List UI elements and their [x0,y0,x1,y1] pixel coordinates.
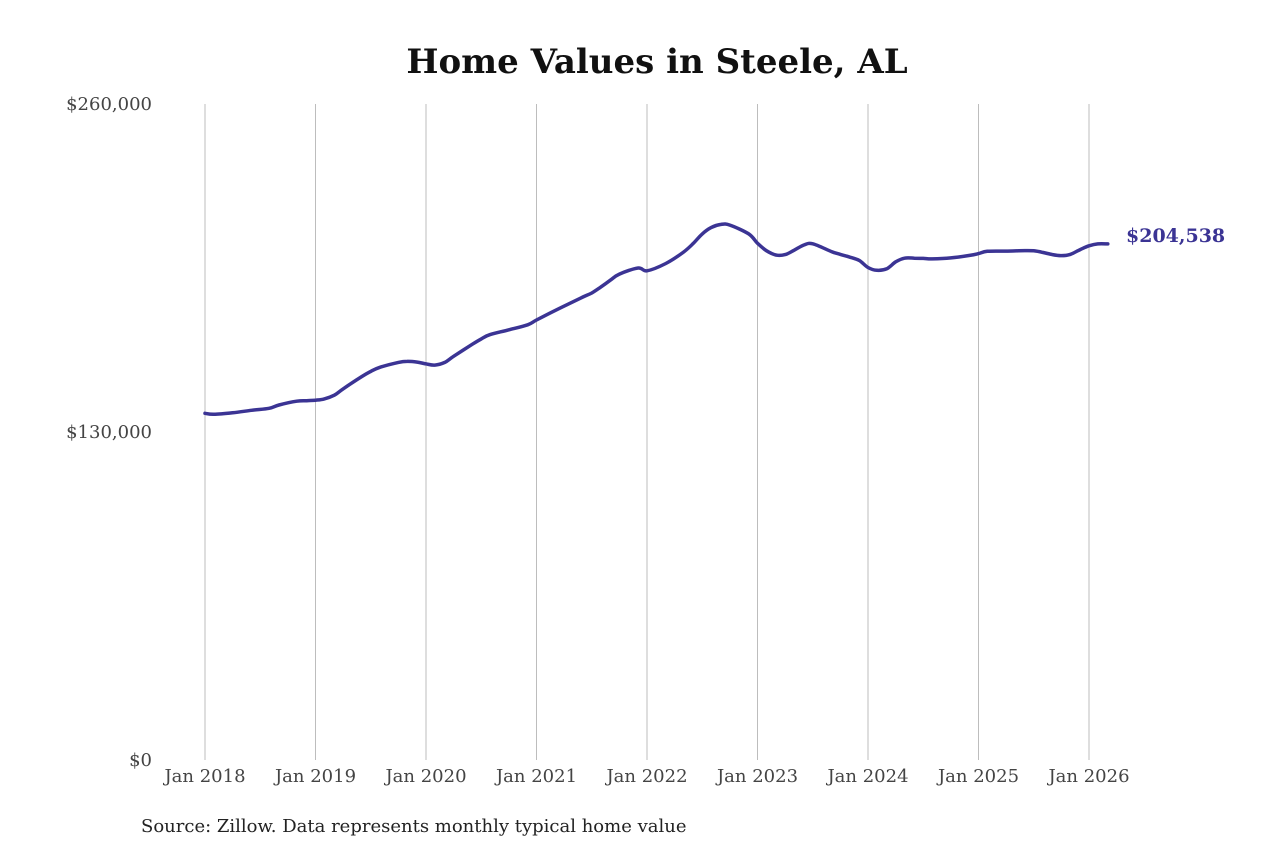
home-value-line [203,222,1110,417]
chart-title: Home Values in Steele, AL [406,42,907,82]
vertical-gridlines [204,104,1090,760]
x-tick-label: Jan 2024 [825,766,908,787]
x-tick-label: Jan 2020 [383,766,466,787]
y-tick-label: $260,000 [66,94,152,115]
source-note: Source: Zillow. Data represents monthly … [141,816,687,837]
x-tick-label: Jan 2026 [1046,766,1129,787]
x-tick-label: Jan 2023 [715,766,798,787]
x-tick-label: Jan 2018 [162,766,245,787]
x-axis-ticks: Jan 2018 Jan 2019 Jan 2020 Jan 2021 Jan 2022… [162,766,1129,787]
x-tick-label: Jan 2025 [936,766,1019,787]
x-tick-label: Jan 2022 [604,766,687,787]
x-tick-label: Jan 2021 [494,766,577,787]
y-axis-ticks: $0 $130,000 $260,000 [66,94,152,771]
y-tick-label: $130,000 [66,422,152,443]
y-tick-label: $0 [129,750,152,771]
x-tick-label: Jan 2019 [273,766,356,787]
latest-value-label: $204,538 [1126,225,1225,247]
